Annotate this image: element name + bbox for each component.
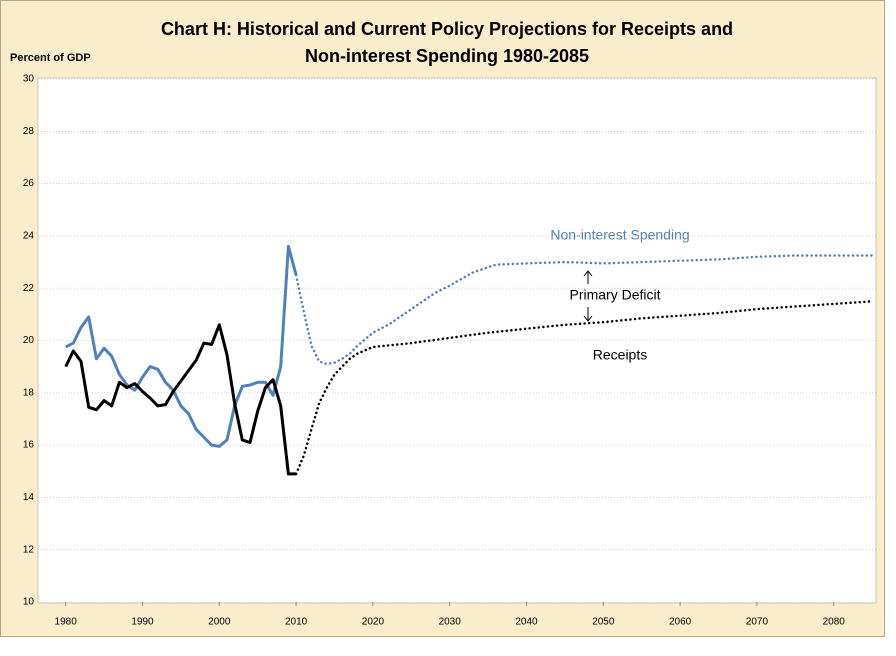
annotation: Primary Deficit	[569, 287, 660, 303]
chart-title: Chart H: Historical and Current Policy P…	[161, 19, 733, 39]
annotation: Receipts	[593, 347, 647, 363]
y-tick-label: 22	[23, 283, 35, 294]
y-tick-label: 12	[23, 544, 35, 555]
y-tick-label: 24	[23, 231, 35, 242]
y-tick-label: 14	[23, 492, 35, 503]
x-tick-label: 2000	[208, 617, 231, 628]
y-tick-label: 30	[23, 74, 35, 85]
plot-area	[37, 77, 877, 604]
series-line	[65, 244, 298, 448]
y-tick-label: 10	[23, 597, 35, 608]
x-tick-label: 2030	[439, 617, 462, 628]
deficit-arrows	[583, 270, 593, 322]
series-line	[64, 323, 297, 476]
y-tick-label: 18	[23, 387, 35, 398]
y-tick-label: 16	[23, 440, 35, 451]
x-tick-label: 1990	[131, 617, 154, 628]
annotation: Non-interest Spending	[550, 227, 689, 243]
x-tick-label: 2080	[823, 617, 846, 628]
x-tick-label: 2050	[592, 617, 615, 628]
x-tick-label: 2060	[669, 617, 692, 628]
series-line	[294, 300, 874, 476]
y-tick-label: 28	[23, 126, 35, 137]
chart-title: Non-interest Spending 1980-2085	[305, 46, 589, 66]
x-tick-label: 2020	[362, 617, 385, 628]
x-tick-label: 2070	[746, 617, 769, 628]
y-axis-label: Percent of GDP	[10, 52, 91, 64]
x-tick-label: 2040	[515, 617, 538, 628]
x-tick-label: 1980	[55, 617, 78, 628]
y-tick-label: 26	[23, 178, 35, 189]
x-tick-label: 2010	[285, 617, 308, 628]
y-tick-label: 20	[23, 335, 35, 346]
